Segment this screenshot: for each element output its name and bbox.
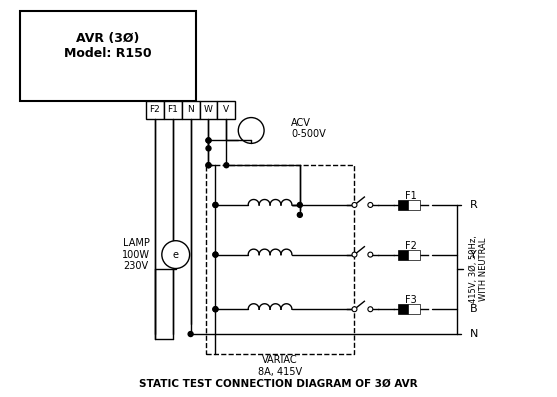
Text: VARIAC
8A, 415V: VARIAC 8A, 415V	[258, 355, 302, 377]
Text: R: R	[470, 200, 477, 210]
Bar	[398, 200, 408, 210]
Bar	[182, 101, 199, 119]
Text: STATIC TEST CONNECTION DIAGRAM OF 3Ø AVR: STATIC TEST CONNECTION DIAGRAM OF 3Ø AVR	[139, 379, 417, 389]
Circle shape	[368, 307, 373, 312]
Circle shape	[213, 252, 218, 257]
Text: N: N	[187, 105, 194, 114]
Circle shape	[213, 307, 218, 312]
Circle shape	[206, 138, 211, 143]
Circle shape	[206, 146, 211, 151]
Bar	[398, 304, 408, 314]
Bar	[408, 200, 420, 210]
Bar	[164, 101, 182, 119]
Bar	[146, 101, 164, 119]
Circle shape	[352, 252, 357, 257]
Text: e: e	[173, 250, 179, 260]
Text: N: N	[470, 329, 478, 339]
Circle shape	[188, 331, 193, 337]
Circle shape	[213, 202, 218, 208]
Circle shape	[206, 163, 211, 168]
Bar	[199, 101, 217, 119]
Text: V: V	[223, 105, 229, 114]
Text: F1: F1	[167, 105, 178, 114]
Circle shape	[224, 163, 229, 168]
Circle shape	[213, 202, 218, 208]
Text: B: B	[470, 304, 477, 314]
Text: F1: F1	[405, 191, 417, 201]
Circle shape	[297, 212, 302, 218]
Text: W: W	[204, 105, 213, 114]
Text: AVR (3Ø)
Model: R150: AVR (3Ø) Model: R150	[64, 32, 152, 60]
Text: 415V, 3Ø, 50Hz,
WITH NEUTRAL: 415V, 3Ø, 50Hz, WITH NEUTRAL	[469, 235, 488, 303]
Text: F3: F3	[405, 295, 417, 305]
Bar	[408, 250, 420, 260]
Text: F2: F2	[405, 241, 417, 251]
Circle shape	[162, 241, 189, 268]
Bar	[20, 12, 196, 101]
Bar	[206, 165, 354, 354]
Text: F2: F2	[149, 105, 160, 114]
Bar	[217, 101, 235, 119]
Bar	[408, 304, 420, 314]
Circle shape	[213, 252, 218, 257]
Text: ACV
0-500V: ACV 0-500V	[291, 118, 326, 139]
Circle shape	[368, 202, 373, 208]
Circle shape	[352, 307, 357, 312]
Bar	[398, 250, 408, 260]
Circle shape	[206, 163, 211, 168]
Circle shape	[297, 202, 302, 208]
Circle shape	[213, 307, 218, 312]
Circle shape	[206, 138, 211, 143]
Circle shape	[352, 202, 357, 208]
Text: LAMP
100W
230V: LAMP 100W 230V	[122, 238, 150, 271]
Circle shape	[368, 252, 373, 257]
Text: Y: Y	[470, 250, 476, 260]
